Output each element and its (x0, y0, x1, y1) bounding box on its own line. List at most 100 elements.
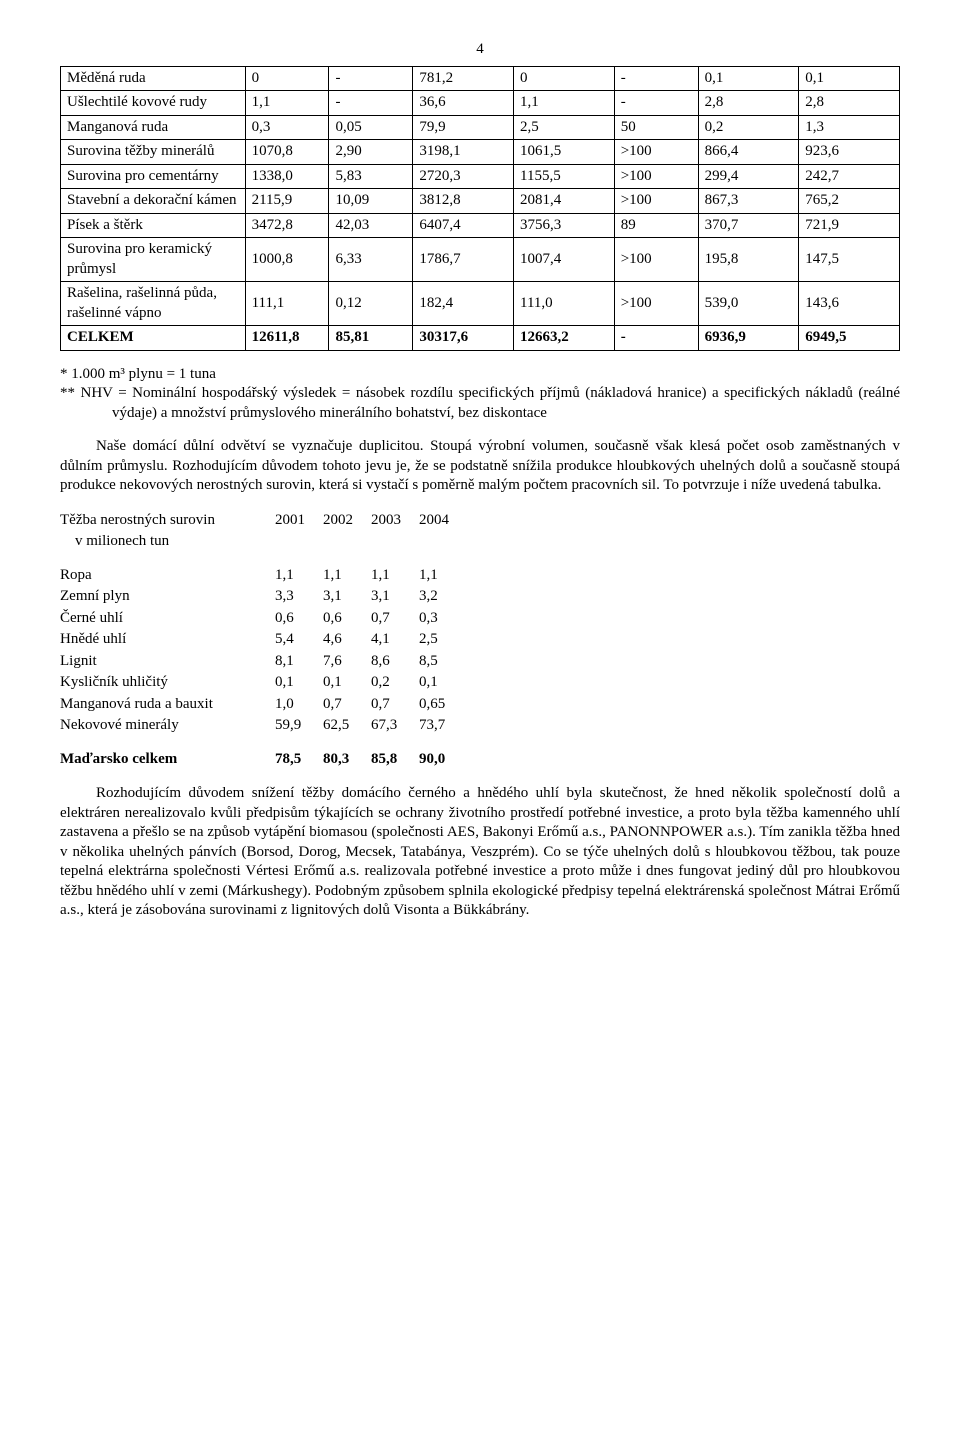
ext-cell: 4,1 (371, 629, 419, 651)
cell: 195,8 (698, 238, 799, 282)
cell: 1155,5 (514, 164, 615, 189)
cell: 2,8 (698, 91, 799, 116)
ext-row-label: Lignit (60, 651, 275, 673)
ext-cell: 2,5 (419, 629, 467, 651)
cell: 6,33 (329, 238, 413, 282)
row-label: Stavební a dekorační kámen (61, 189, 246, 214)
cell: 781,2 (413, 66, 514, 91)
cell: 182,4 (413, 282, 514, 326)
cell: 89 (614, 213, 698, 238)
cell: 866,4 (698, 140, 799, 165)
ext-cell: 0,3 (419, 608, 467, 630)
table-notes: * 1.000 m³ plynu = 1 tuna ** NHV = Nomin… (60, 365, 900, 424)
paragraph-2: Rozhodujícím důvodem snížení těžby domác… (60, 784, 900, 921)
cell: 6949,5 (799, 326, 900, 351)
ext-cell: 73,7 (419, 715, 467, 737)
ext-row: Zemní plyn3,33,13,13,2 (60, 586, 467, 608)
ext-cell: 4,6 (323, 629, 371, 651)
ext-cell: 1,1 (371, 565, 419, 587)
table-total-row: CELKEM12611,885,8130317,612663,2-6936,96… (61, 326, 900, 351)
ext-cell: 90,0 (419, 749, 467, 771)
ext-row-label: Zemní plyn (60, 586, 275, 608)
ext-cell: 0,1 (323, 672, 371, 694)
cell: 2115,9 (245, 189, 329, 214)
ext-cell: 0,7 (371, 608, 419, 630)
cell: 36,6 (413, 91, 514, 116)
cell: 12663,2 (514, 326, 615, 351)
ext-year: 2001 (275, 510, 323, 532)
cell: >100 (614, 140, 698, 165)
cell: >100 (614, 189, 698, 214)
cell: 30317,6 (413, 326, 514, 351)
cell: 299,4 (698, 164, 799, 189)
cell: >100 (614, 238, 698, 282)
cell: 3472,8 (245, 213, 329, 238)
ext-row-label: Nekovové minerály (60, 715, 275, 737)
cell: 3198,1 (413, 140, 514, 165)
ext-row: Lignit8,17,68,68,5 (60, 651, 467, 673)
ext-cell: 0,1 (419, 672, 467, 694)
row-label: Ušlechtilé kovové rudy (61, 91, 246, 116)
ext-cell: 5,4 (275, 629, 323, 651)
cell: 539,0 (698, 282, 799, 326)
table-row: Surovina pro keramický průmysl1000,86,33… (61, 238, 900, 282)
ext-cell: 1,1 (323, 565, 371, 587)
ext-row: Kysličník uhličitý0,10,10,20,1 (60, 672, 467, 694)
ext-cell: 67,3 (371, 715, 419, 737)
cell: 0,1 (799, 66, 900, 91)
cell: 1,3 (799, 115, 900, 140)
page-number: 4 (60, 40, 900, 60)
cell: 79,9 (413, 115, 514, 140)
paragraph-1: Naše domácí důlní odvětví se vyznačuje d… (60, 437, 900, 496)
cell: - (329, 66, 413, 91)
ext-header-row: Těžba nerostných surovin2001200220032004 (60, 510, 467, 532)
ext-cell: 0,6 (323, 608, 371, 630)
cell: 242,7 (799, 164, 900, 189)
row-label: CELKEM (61, 326, 246, 351)
table-row: Ušlechtilé kovové rudy1,1-36,61,1-2,82,8 (61, 91, 900, 116)
row-label: Surovina pro cementárny (61, 164, 246, 189)
cell: 85,81 (329, 326, 413, 351)
cell: 42,03 (329, 213, 413, 238)
cell: 50 (614, 115, 698, 140)
cell: 1070,8 (245, 140, 329, 165)
row-label: Manganová ruda (61, 115, 246, 140)
cell: 0 (514, 66, 615, 91)
ext-cell: 78,5 (275, 749, 323, 771)
cell: 1061,5 (514, 140, 615, 165)
table-row: Rašelina, rašelinná půda, rašelinné vápn… (61, 282, 900, 326)
ext-cell: 59,9 (275, 715, 323, 737)
cell: 0,12 (329, 282, 413, 326)
cell: 12611,8 (245, 326, 329, 351)
cell: 0,2 (698, 115, 799, 140)
row-label: Surovina těžby minerálů (61, 140, 246, 165)
row-label: Měděná ruda (61, 66, 246, 91)
cell: - (614, 66, 698, 91)
ext-row: Hnědé uhlí5,44,64,12,5 (60, 629, 467, 651)
table-row: Stavební a dekorační kámen2115,910,09381… (61, 189, 900, 214)
cell: 1000,8 (245, 238, 329, 282)
ext-header-label: Těžba nerostných surovin (60, 510, 275, 532)
ext-cell: 80,3 (323, 749, 371, 771)
cell: 2,90 (329, 140, 413, 165)
ext-row-label: Manganová ruda a bauxit (60, 694, 275, 716)
cell: 6936,9 (698, 326, 799, 351)
cell: 147,5 (799, 238, 900, 282)
ext-cell: 3,1 (371, 586, 419, 608)
table-row: Měděná ruda0-781,20-0,10,1 (61, 66, 900, 91)
cell: 3812,8 (413, 189, 514, 214)
ext-cell: 62,5 (323, 715, 371, 737)
table-row: Manganová ruda0,30,0579,92,5500,21,3 (61, 115, 900, 140)
cell: 1007,4 (514, 238, 615, 282)
ext-row: Ropa1,11,11,11,1 (60, 565, 467, 587)
cell: 0,05 (329, 115, 413, 140)
ext-subheader: v milionech tun (60, 531, 275, 553)
ext-row: Nekovové minerály59,962,567,373,7 (60, 715, 467, 737)
row-label: Surovina pro keramický průmysl (61, 238, 246, 282)
cell: 1786,7 (413, 238, 514, 282)
cell: 1,1 (514, 91, 615, 116)
cell: 923,6 (799, 140, 900, 165)
ext-total-label: Maďarsko celkem (60, 749, 275, 771)
cell: 6407,4 (413, 213, 514, 238)
ext-row-label: Ropa (60, 565, 275, 587)
